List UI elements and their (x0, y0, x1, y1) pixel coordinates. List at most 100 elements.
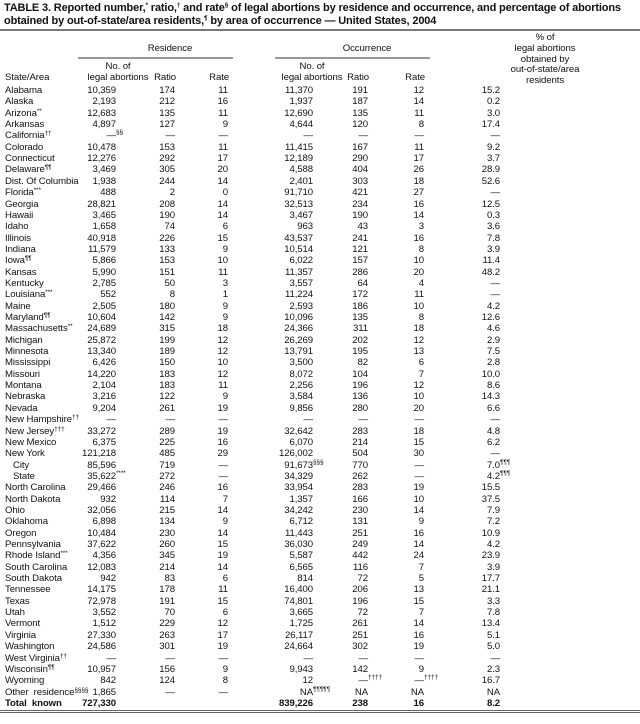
cell-value: 174 (159, 85, 175, 96)
table-row: Connecticut 12,276 292 17 12,189 290 17 3.7 (0, 153, 640, 164)
cell-value: 15 (413, 595, 425, 607)
cell-value: 292 (159, 153, 175, 165)
occ-ratio-cell: 121 (352, 244, 368, 255)
cell-value: 206 (352, 584, 368, 596)
res-number-cell: 27,330 (87, 630, 116, 641)
cell-value: 4.2 (486, 300, 500, 312)
pct-out-of-state-cell: 12.5 (482, 199, 500, 210)
cell-value: — (165, 686, 176, 698)
occ-rate-cell: 14 (414, 618, 425, 629)
occ-ratio-cell: 303 (352, 176, 368, 187)
table-row: Ohio 32,056 215 14 34,242 230 14 7.9 (0, 505, 640, 516)
footnote-marker: ¶¶ (47, 663, 55, 671)
cell-value: 13 (413, 346, 425, 358)
state-area-cell: Kansas (5, 266, 37, 278)
res-ratio-cell: 127 (159, 119, 175, 130)
occ-rate-cell: 30 (414, 448, 425, 459)
cell-value: 14.3 (481, 391, 500, 403)
residence-header: Residence (147, 43, 193, 54)
cell-value: 19 (217, 425, 229, 437)
cell-value: 6,375 (92, 436, 116, 448)
res-ratio-cell: 122 (159, 391, 175, 402)
cell-value: 552 (100, 289, 116, 301)
res-number-cell: 2,505 (92, 301, 116, 312)
cell-value: 28.9 (481, 164, 500, 176)
cell-value: 11 (414, 107, 424, 119)
cell-value: 8 (222, 675, 228, 687)
cell-value: 251 (352, 527, 368, 539)
occ-ratio-cell: NA (355, 687, 368, 698)
pct-out-of-state-cell: 0.3 (487, 210, 500, 221)
state-area-cell: Maine (5, 301, 31, 312)
table-row: South Carolina 12,083 214 14 6,565 116 7 3.9 (0, 562, 640, 573)
state-name: New York (5, 448, 45, 460)
res-rate-cell: 6 (223, 221, 228, 232)
pct-out-of-state-cell: 16.7 (482, 675, 500, 686)
occ-ratio-cell: 238 (352, 698, 368, 709)
cell-value: 34,329 (284, 470, 313, 482)
occ-ratio-cell: 311 (353, 323, 368, 334)
cell-value: 0.3 (486, 209, 500, 221)
res-rate-cell: 11 (218, 85, 228, 96)
pct-out-of-state-cell: 3.9 (487, 562, 500, 573)
cell-value: — (358, 652, 369, 664)
occ-rate-cell: 15 (413, 595, 425, 607)
cell-value: 4,644 (289, 119, 313, 131)
state-name: Kansas (5, 266, 37, 278)
res-rate-cell: 12 (218, 346, 229, 357)
table-row: Louisiana*** 552 8 1 11,224 172 11 — (0, 289, 640, 300)
res-ratio-cell: 134 (159, 516, 175, 527)
cell-value: 504 (352, 448, 368, 460)
cell-value: 3 (418, 221, 424, 233)
cell-value: 29 (217, 448, 229, 460)
state-name: City (13, 459, 30, 471)
cell-value: — (490, 448, 501, 460)
occ-ratio-cell: 167 (352, 142, 368, 153)
occ-number-cell: 43,537 (284, 233, 313, 244)
occ-ratio-cell: 202 (352, 335, 368, 346)
cell-value: 16 (217, 482, 229, 494)
occ-rate-cell: — (415, 653, 425, 664)
cell-value: 116 (353, 561, 368, 573)
cell-value: 3.9 (486, 243, 500, 255)
occ-number-cell: 3,557 (289, 278, 313, 289)
res-ratio-cell: 305 (159, 164, 175, 175)
cell-value: 72 (357, 573, 369, 585)
res-ratio-cell: 70 (165, 607, 176, 618)
cell-value: 4,897 (92, 119, 116, 131)
cell-value: 5 (418, 573, 424, 585)
occ-number-cell: 12,690 (284, 108, 313, 119)
res-ratio-cell: 183 (159, 369, 175, 380)
header-line: % of (535, 32, 555, 43)
cell-value: 301 (159, 641, 175, 653)
table-row: Kentucky 2,785 50 3 3,557 64 4 — (0, 278, 640, 289)
state-name: Florida (5, 187, 34, 199)
res-rate-cell: 11 (218, 380, 228, 391)
cell-value: 11 (218, 107, 228, 119)
cell-value: 20 (413, 402, 425, 414)
res-ratio-cell: 74 (165, 221, 176, 232)
res-number-cell: 552 (100, 289, 116, 300)
state-area-cell: West Virginia†† (5, 653, 67, 664)
occurrence-header: Occurrence (342, 43, 392, 54)
footnote-marker: †††† (368, 674, 383, 682)
occ-rate-cell: 9 (419, 664, 424, 675)
res-number-cell: 5,866 (92, 255, 116, 266)
state-name: Arizona (5, 107, 37, 119)
cell-value: 15.5 (481, 482, 500, 494)
state-area-cell: Texas (5, 596, 30, 607)
pct-out-of-state-cell: 7.2 (487, 516, 500, 527)
state-area-cell: Indiana (5, 244, 36, 255)
cell-value: 133 (159, 243, 175, 255)
table-row: Michigan 25,872 199 12 26,269 202 12 2.9 (0, 335, 640, 346)
res-rate-cell: 11 (218, 267, 228, 278)
pct-out-of-state-cell: 7.9 (487, 505, 500, 516)
cell-value: 135 (352, 107, 368, 119)
res-ratio-cell: 289 (159, 426, 175, 437)
cell-value: 25,872 (87, 334, 116, 346)
occ-number-cell: 11,224 (285, 289, 313, 300)
header-line: out-of-state/area (510, 64, 580, 76)
cell-value: 251 (352, 629, 368, 641)
cell-value: 1,725 (289, 618, 313, 630)
cell-value: 262 (352, 470, 368, 482)
